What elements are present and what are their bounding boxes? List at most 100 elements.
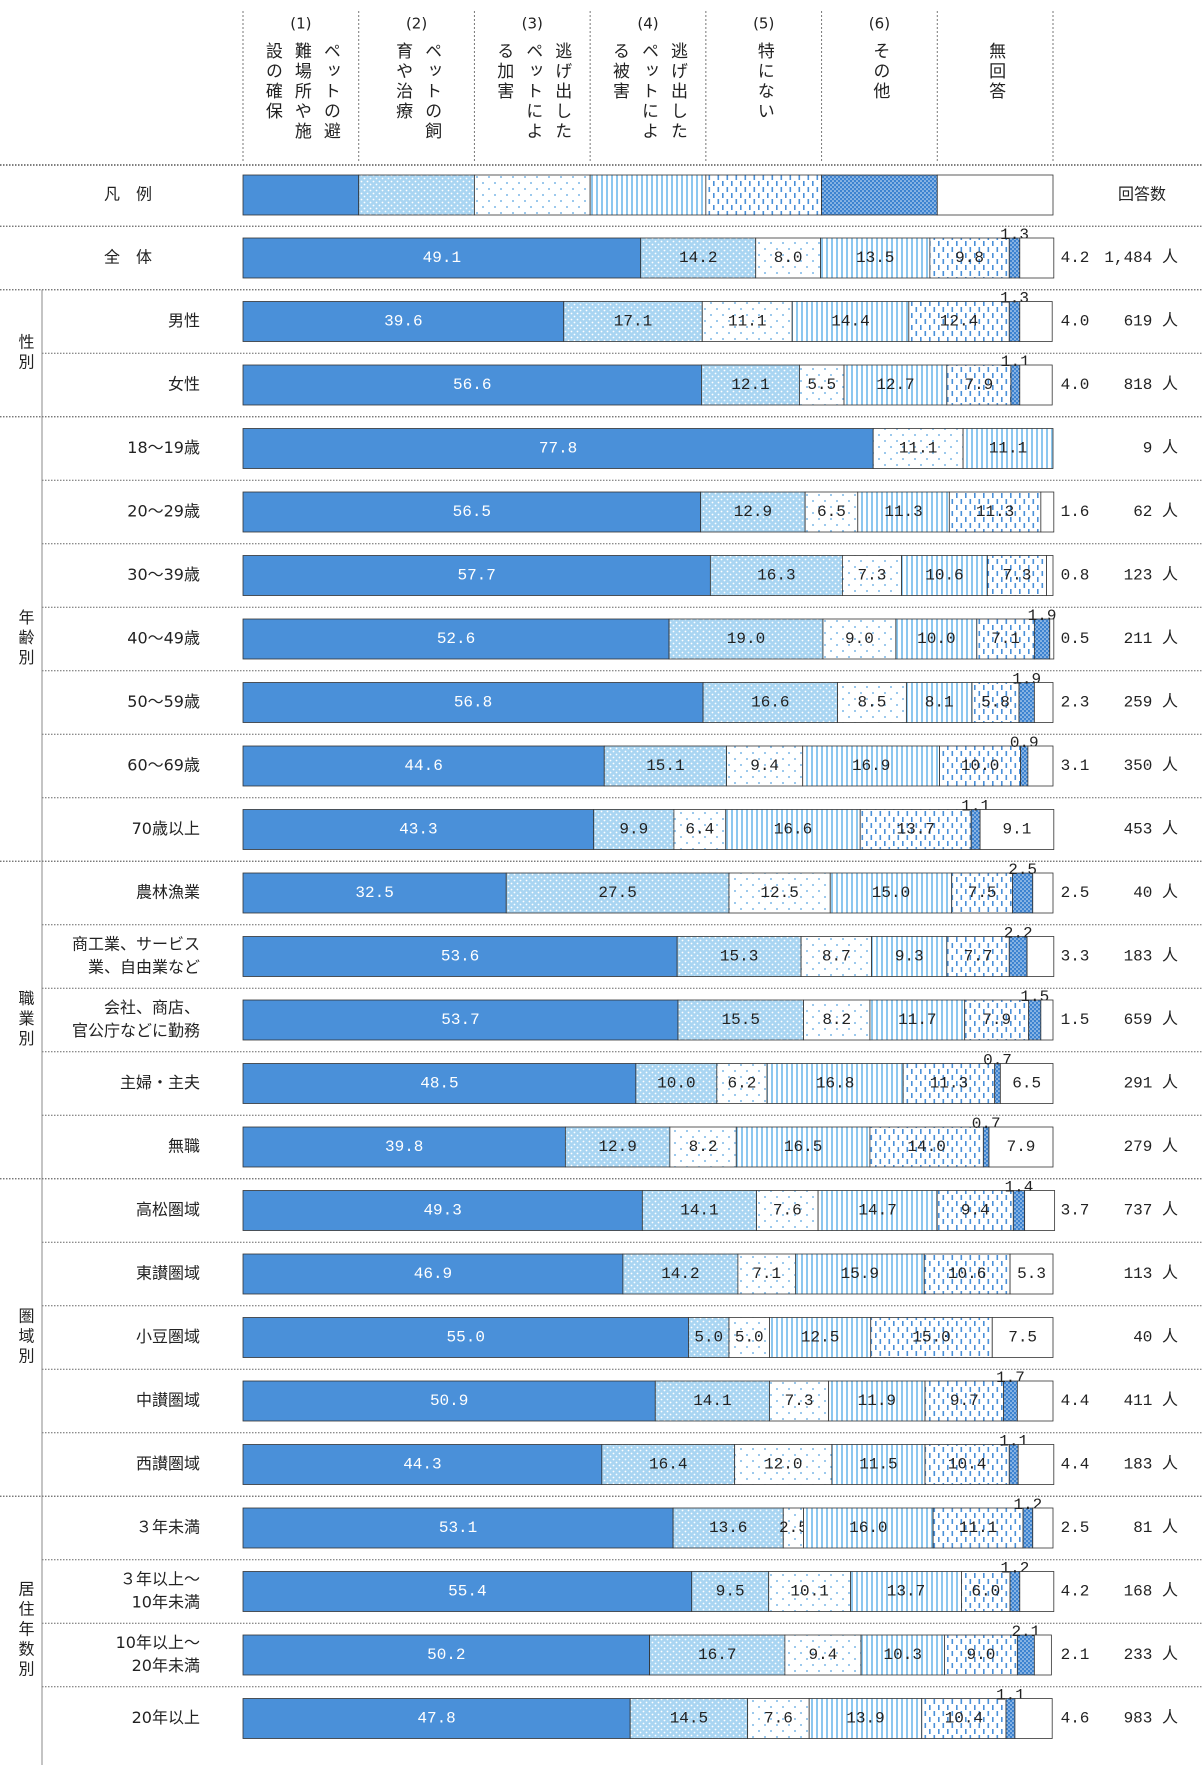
category-label: 30～39歳 (127, 565, 200, 584)
bar-segment (672, 1507, 784, 1549)
value-label: 14.5 (670, 1710, 708, 1728)
value-label: 16.6 (774, 821, 812, 839)
value-label: 3.7 (1061, 1202, 1090, 1220)
bar-segment (948, 491, 1042, 533)
value-label: 9.8 (955, 249, 984, 267)
bar-segment (1019, 364, 1053, 406)
value-label: 6.4 (685, 821, 714, 839)
bar-segment (242, 682, 704, 723)
bar-segment (979, 809, 1055, 850)
value-label: 15.3 (720, 948, 758, 966)
value-label: 44.6 (404, 757, 442, 775)
bar-segment (1019, 301, 1053, 342)
count-label: 983 人 (1124, 1709, 1178, 1728)
bar-segment (728, 872, 831, 914)
category-label: 10年未満 (132, 1593, 200, 1612)
value-label: 2.3 (1061, 694, 1090, 712)
bar-segment (946, 364, 1012, 406)
value-label: 11.1 (959, 1519, 997, 1537)
category-label: 20年以上 (132, 1708, 200, 1727)
bar-segment (640, 237, 757, 279)
value-label: 2.5 (1061, 884, 1090, 902)
value-label: 13.9 (846, 1710, 884, 1728)
value-label: 12.9 (598, 1138, 636, 1156)
value-label: 4.0 (1061, 376, 1090, 394)
value-label: 16.3 (757, 567, 795, 585)
count-label: 259 人 (1124, 693, 1178, 712)
bar-segment (755, 237, 821, 279)
bar-segment (563, 301, 703, 342)
legend-swatch (936, 174, 1054, 216)
bar-segment (1027, 745, 1054, 787)
bar-segment (601, 1444, 736, 1485)
value-label: 50.9 (430, 1392, 468, 1410)
bar-segment (701, 301, 793, 342)
value-label: 16.5 (784, 1138, 822, 1156)
series-name: その他 (869, 42, 890, 102)
category-label: 小豆圏域 (136, 1327, 200, 1346)
value-label: 12.5 (801, 1329, 839, 1347)
bar-segment (1049, 618, 1055, 660)
bar-segment (850, 1571, 962, 1612)
bar-segment (901, 555, 988, 596)
value-label: 12.5 (760, 884, 798, 902)
series-name: 無回答 (985, 42, 1006, 102)
value-label: 1.6 (1061, 503, 1090, 521)
bar-segment (766, 1063, 904, 1104)
bar-segment (808, 1698, 923, 1739)
count-label: 233 人 (1124, 1645, 1178, 1664)
value-label: 1.9 (1012, 671, 1041, 689)
category-label: 会社、商店、 (104, 998, 200, 1017)
bar-segment (804, 491, 859, 533)
bar-segment (668, 618, 824, 660)
category-label: 20年未満 (132, 1656, 200, 1675)
value-label: 4.2 (1061, 249, 1090, 267)
legend-swatch (705, 174, 822, 216)
count-label: 81 人 (1133, 1518, 1178, 1537)
value-label: 8.0 (774, 249, 803, 267)
bar-segment (921, 1698, 1007, 1739)
value-label: 2.5 (779, 1519, 808, 1537)
count-label: 411 人 (1124, 1391, 1178, 1410)
value-label: 13.5 (856, 249, 894, 267)
series-number: (5) (753, 15, 774, 33)
count-label: 9 人 (1143, 439, 1178, 458)
value-label: 9.0 (967, 1646, 996, 1664)
bar-segment (951, 872, 1013, 914)
value-label: 6.5 (1012, 1075, 1041, 1093)
bar-segment (747, 1698, 810, 1739)
bar-segment (728, 1317, 770, 1358)
bar-segment (944, 1634, 1018, 1676)
bar-segment (688, 1317, 730, 1358)
value-label: 32.5 (355, 884, 393, 902)
count-label: 168 人 (1124, 1582, 1178, 1601)
bar-segment (1032, 872, 1054, 914)
bar-segment (691, 1571, 770, 1612)
count-label: 279 人 (1124, 1137, 1178, 1156)
bar-segment (242, 745, 605, 787)
value-label: 0.8 (1061, 567, 1090, 585)
category-label: 東讃圏域 (136, 1264, 200, 1283)
value-label: 8.7 (822, 948, 851, 966)
value-label: 39.8 (385, 1138, 423, 1156)
value-label: 9.9 (619, 821, 648, 839)
bar-segment (737, 1253, 796, 1295)
value-label: 13.7 (897, 821, 935, 839)
category-label: 女性 (168, 375, 200, 394)
bar-segment (932, 1507, 1024, 1549)
count-label: 737 人 (1124, 1201, 1178, 1220)
value-label: 11.3 (976, 503, 1014, 521)
value-label: 11.7 (898, 1011, 936, 1029)
bar-segment (769, 1380, 830, 1422)
value-label: 14.7 (858, 1202, 896, 1220)
category-label: 20～29歳 (127, 502, 200, 521)
bar-segment (799, 364, 845, 406)
legend-swatch (589, 174, 707, 216)
value-label: 46.9 (414, 1265, 452, 1283)
value-label: 15.0 (912, 1329, 950, 1347)
bar-segment (242, 872, 507, 914)
value-label: 16.0 (849, 1519, 887, 1537)
count-label: 453 人 (1124, 820, 1178, 839)
value-label: 10.4 (945, 1710, 983, 1728)
bar-segment (725, 809, 861, 850)
